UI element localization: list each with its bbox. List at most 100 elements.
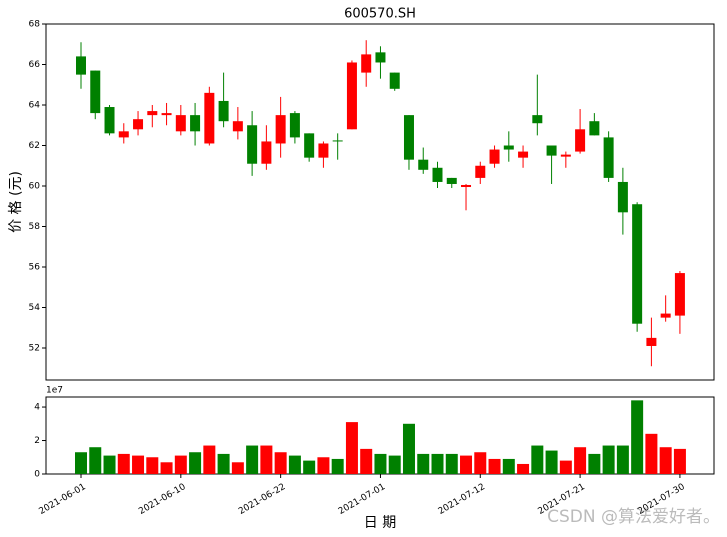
volume-bar bbox=[488, 458, 501, 474]
volume-bar bbox=[203, 445, 216, 474]
candle-body bbox=[175, 115, 186, 132]
volume-bar bbox=[431, 453, 444, 474]
volume-bar bbox=[574, 447, 587, 474]
volume-bar bbox=[502, 458, 515, 474]
x-tick-label: 2021-06-22 bbox=[237, 482, 287, 517]
y-tick-label: 64 bbox=[29, 101, 41, 111]
candle-body bbox=[403, 115, 414, 160]
volume-bar bbox=[445, 453, 458, 474]
candle-body bbox=[104, 107, 115, 134]
volume-bar bbox=[659, 447, 672, 474]
volume-bar bbox=[588, 453, 601, 474]
candle-body bbox=[660, 313, 671, 318]
volume-bar bbox=[474, 452, 487, 474]
candle-body bbox=[346, 62, 357, 130]
chart-title: 600570.SH bbox=[344, 7, 416, 22]
volume-bar bbox=[317, 457, 330, 474]
candle-body bbox=[461, 184, 472, 188]
candle-body bbox=[532, 115, 543, 124]
volume-bar bbox=[217, 453, 230, 474]
volume-bar bbox=[174, 455, 187, 474]
volume-bar bbox=[545, 450, 558, 474]
y-tick-label: 56 bbox=[29, 263, 41, 273]
volume-bar bbox=[531, 445, 544, 474]
volume-bar bbox=[631, 400, 644, 474]
candle-body bbox=[118, 131, 129, 138]
candle-body bbox=[261, 141, 272, 164]
y-tick-label: 62 bbox=[29, 141, 40, 151]
candle-body bbox=[318, 143, 329, 158]
volume-bar bbox=[160, 462, 173, 474]
x-tick-label: 2021-07-01 bbox=[337, 482, 387, 517]
watermark: CSDN @算法爱好者。 bbox=[547, 507, 720, 527]
volume-bar bbox=[388, 455, 401, 474]
x-axis-label: 日 期 bbox=[364, 515, 396, 531]
y-tick-label: 60 bbox=[29, 182, 41, 192]
candle-body bbox=[503, 145, 514, 150]
price-panel-frame bbox=[45, 23, 715, 381]
y-tick-label: 54 bbox=[29, 303, 41, 313]
volume-bar bbox=[303, 460, 316, 474]
volume-bar bbox=[517, 463, 530, 474]
volume-bar bbox=[345, 422, 358, 474]
volume-bar bbox=[360, 448, 373, 474]
volume-bar bbox=[231, 462, 244, 474]
volume-bar bbox=[602, 445, 615, 474]
volume-bar bbox=[246, 445, 259, 474]
candle-body bbox=[389, 72, 400, 89]
candle-body bbox=[489, 149, 500, 164]
candle-body bbox=[518, 151, 529, 158]
candle-body bbox=[674, 273, 685, 316]
candle-body bbox=[560, 154, 571, 157]
candle-body bbox=[475, 165, 486, 178]
volume-y-tick-label: 0 bbox=[34, 470, 40, 480]
volume-y-tick-label: 2 bbox=[34, 436, 40, 446]
candle-body bbox=[375, 52, 386, 63]
volume-bar bbox=[417, 453, 430, 474]
y-axis-label: 价 格 (元) bbox=[8, 171, 24, 233]
candle-body bbox=[589, 121, 600, 136]
candle-body bbox=[418, 159, 429, 170]
candle-body bbox=[218, 100, 229, 122]
y-tick-label: 66 bbox=[29, 60, 41, 70]
x-tick-label: 2021-06-10 bbox=[137, 482, 188, 517]
candle-body bbox=[646, 337, 657, 346]
volume-bar bbox=[260, 445, 273, 474]
volume-bar bbox=[559, 460, 572, 474]
candle-body bbox=[133, 119, 144, 130]
volume-scale-label: 1e7 bbox=[46, 386, 63, 396]
candle-body bbox=[90, 70, 101, 114]
volume-bar bbox=[331, 458, 344, 474]
volume-bar bbox=[673, 448, 686, 474]
candle-body bbox=[247, 125, 258, 164]
volume-bar bbox=[75, 452, 87, 474]
candle-body bbox=[617, 181, 628, 213]
candle-body bbox=[332, 140, 343, 142]
volume-y-tick-label: 4 bbox=[34, 403, 40, 413]
candle-body bbox=[446, 177, 457, 184]
candle-body bbox=[632, 204, 643, 324]
volume-bar bbox=[132, 455, 145, 474]
candle-body bbox=[232, 121, 243, 132]
volume-bar bbox=[460, 455, 473, 474]
candle-body bbox=[204, 92, 215, 144]
volume-bar bbox=[402, 423, 415, 474]
volume-bar bbox=[103, 455, 116, 474]
volume-bar bbox=[89, 447, 102, 474]
candle-body bbox=[432, 167, 443, 182]
volume-bar bbox=[117, 453, 130, 474]
candle-body bbox=[147, 111, 158, 116]
volume-bar bbox=[189, 452, 202, 474]
volume-bar bbox=[146, 457, 159, 474]
candle-body bbox=[289, 113, 300, 138]
candle-body bbox=[603, 137, 614, 178]
y-tick-label: 52 bbox=[29, 344, 40, 354]
y-tick-label: 58 bbox=[29, 222, 41, 232]
volume-bar bbox=[288, 455, 301, 474]
volume-bar bbox=[374, 453, 387, 474]
x-tick-label: 2021-07-12 bbox=[437, 482, 487, 517]
candle-body bbox=[304, 133, 315, 158]
candle-body bbox=[161, 113, 172, 116]
candle-body bbox=[575, 129, 586, 152]
